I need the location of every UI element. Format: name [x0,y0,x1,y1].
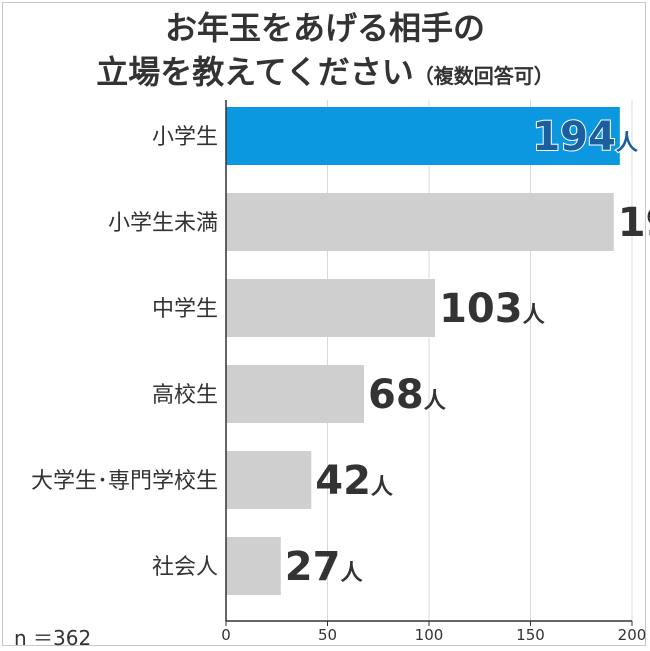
bar [226,193,614,251]
value-label: 68人 [368,372,446,418]
value-label: 103人 [439,286,545,332]
category-label: 社会人 [152,555,218,580]
x-tick-label: 150 [516,626,545,644]
value-label: 191人 [618,200,650,246]
category-label: 大学生･専門学校生 [31,469,218,494]
value-unit-label: 人 [616,131,638,156]
bar [226,279,436,337]
category-label: 高校生 [152,383,218,408]
category-label: 小学生未満 [108,211,218,236]
sample-size-label: n ＝362 [14,626,92,650]
value-label: 27人 [285,544,363,590]
x-tick-label: 0 [221,626,231,644]
bar [226,451,312,509]
category-label: 小学生 [152,125,218,150]
x-tick-label: 200 [618,626,647,644]
category-label: 中学生 [152,297,218,322]
x-tick-label: 100 [415,626,444,644]
value-label: 194 [532,114,616,160]
bar [226,107,620,165]
bar [226,365,365,423]
chart-title-line2: 立場を教えてください（複数回答可） [0,52,650,96]
x-tick-label: 50 [318,626,337,644]
chart-title-note: （複数回答可） [413,64,554,88]
chart-title-main: 立場を教えてください [96,53,414,91]
chart-title-line1: お年玉をあげる相手の [164,9,485,47]
value-label: 42人 [315,458,393,504]
bar [226,537,281,595]
